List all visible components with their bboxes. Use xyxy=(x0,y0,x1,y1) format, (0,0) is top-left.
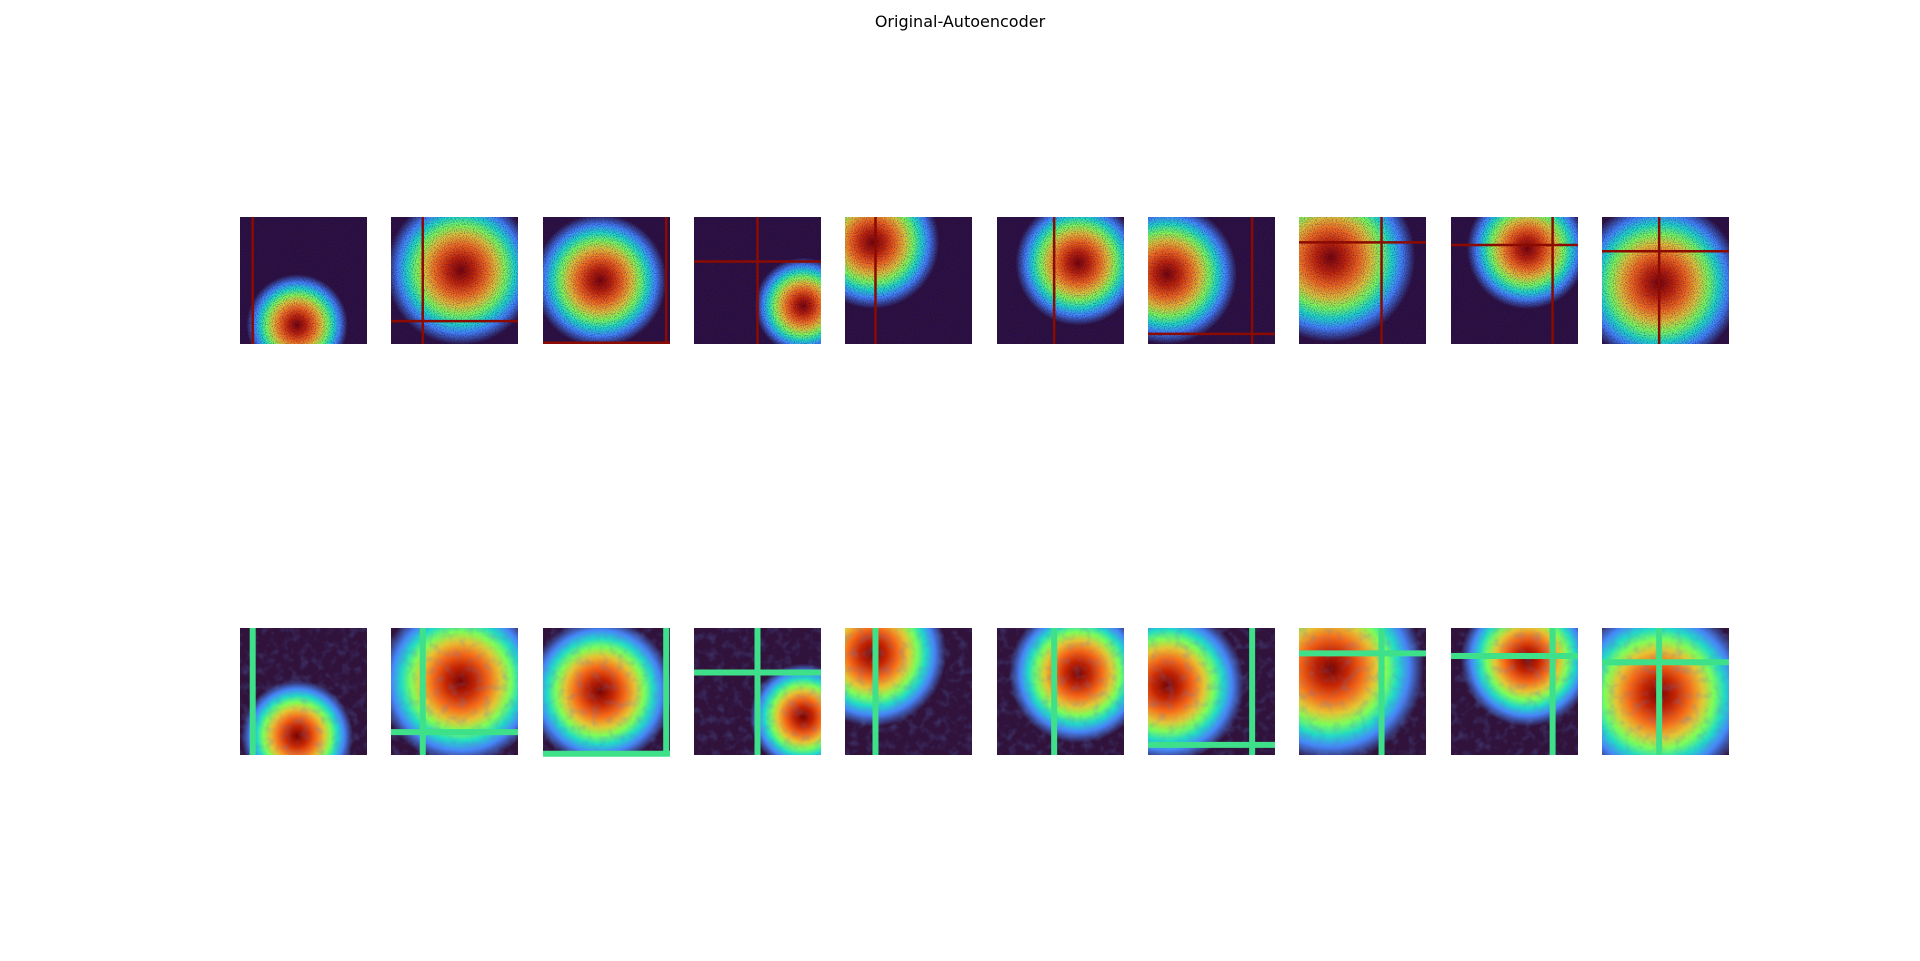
reconstruction-image xyxy=(1148,628,1275,755)
original-image xyxy=(1602,217,1729,344)
image-grid xyxy=(240,217,1729,757)
image-texture xyxy=(997,217,1124,344)
reconstruction-image xyxy=(997,628,1124,755)
reconstruction-image xyxy=(1299,628,1426,755)
image-texture xyxy=(391,628,518,755)
reconstruction-image xyxy=(1602,628,1729,755)
original-image xyxy=(391,217,518,344)
image-texture xyxy=(240,217,367,344)
image-texture xyxy=(1451,217,1578,344)
image-texture xyxy=(543,217,670,344)
reconstruction-image xyxy=(694,628,821,755)
original-image xyxy=(543,217,670,344)
image-texture xyxy=(845,217,972,344)
original-image xyxy=(1148,217,1275,344)
reconstruction-image xyxy=(845,628,972,755)
original-image xyxy=(694,217,821,344)
image-texture xyxy=(1451,628,1578,755)
reconstruction-image xyxy=(1451,628,1578,755)
image-texture xyxy=(1602,628,1729,755)
image-texture xyxy=(1148,628,1275,755)
image-texture xyxy=(1148,217,1275,344)
original-image xyxy=(1451,217,1578,344)
image-texture xyxy=(391,217,518,344)
image-texture xyxy=(1602,217,1729,344)
original-image xyxy=(845,217,972,344)
original-image xyxy=(1299,217,1426,344)
image-texture xyxy=(845,628,972,755)
reconstruction-image xyxy=(240,628,367,755)
figure-title: Original-Autoencoder xyxy=(875,12,1046,31)
original-image xyxy=(997,217,1124,344)
image-texture xyxy=(1299,217,1426,344)
image-texture xyxy=(997,628,1124,755)
image-texture xyxy=(543,628,670,755)
reconstruction-image xyxy=(391,628,518,755)
image-texture xyxy=(240,628,367,755)
original-image xyxy=(240,217,367,344)
image-texture xyxy=(1299,628,1426,755)
reconstruction-image xyxy=(543,628,670,757)
